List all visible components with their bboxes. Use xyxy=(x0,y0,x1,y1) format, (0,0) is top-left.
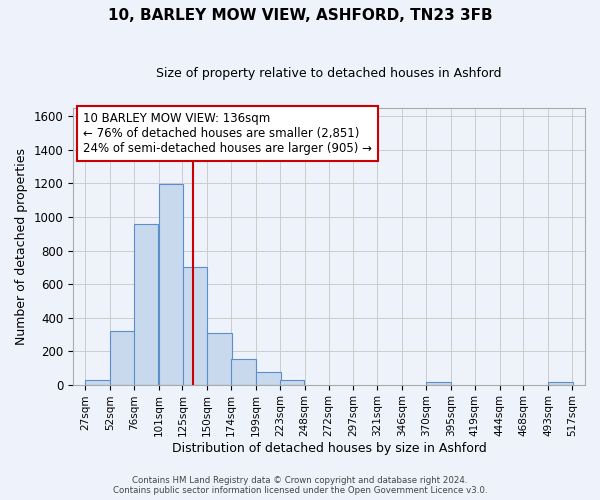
Bar xyxy=(110,331,134,384)
Bar xyxy=(280,380,304,384)
Y-axis label: Number of detached properties: Number of detached properties xyxy=(15,148,28,345)
Title: Size of property relative to detached houses in Ashford: Size of property relative to detached ho… xyxy=(156,68,502,80)
Bar xyxy=(159,184,183,384)
Bar xyxy=(548,382,573,384)
Text: Contains HM Land Registry data © Crown copyright and database right 2024.
Contai: Contains HM Land Registry data © Crown c… xyxy=(113,476,487,495)
Bar xyxy=(182,268,207,384)
X-axis label: Distribution of detached houses by size in Ashford: Distribution of detached houses by size … xyxy=(172,442,487,455)
Bar xyxy=(208,332,232,384)
Text: 10 BARLEY MOW VIEW: 136sqm
← 76% of detached houses are smaller (2,851)
24% of s: 10 BARLEY MOW VIEW: 136sqm ← 76% of deta… xyxy=(83,112,372,155)
Bar xyxy=(256,372,281,384)
Bar xyxy=(134,224,158,384)
Text: 10, BARLEY MOW VIEW, ASHFORD, TN23 3FB: 10, BARLEY MOW VIEW, ASHFORD, TN23 3FB xyxy=(107,8,493,22)
Bar xyxy=(85,380,110,384)
Bar xyxy=(232,360,256,384)
Bar xyxy=(426,382,451,384)
